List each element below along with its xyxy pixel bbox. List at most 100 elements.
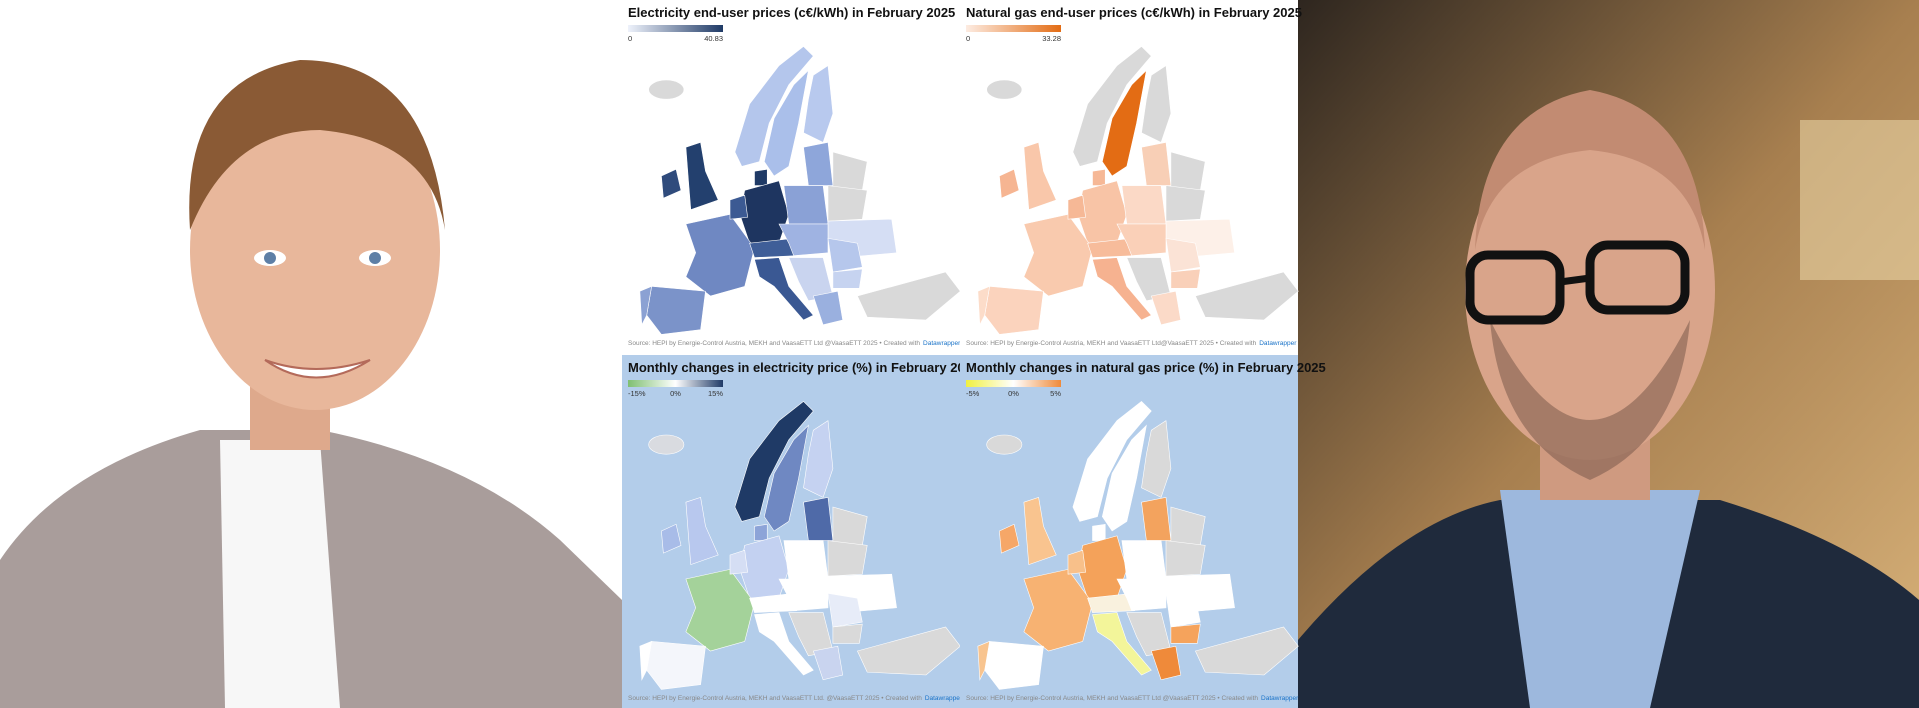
country xyxy=(1116,578,1167,611)
legend-bar xyxy=(628,380,723,387)
europe-map xyxy=(977,46,1299,335)
country xyxy=(639,640,652,681)
country xyxy=(803,420,834,498)
country xyxy=(1150,290,1182,326)
country xyxy=(729,194,748,220)
legend-bar xyxy=(628,25,723,32)
country xyxy=(1101,424,1147,532)
country xyxy=(685,569,755,652)
country xyxy=(1121,185,1167,225)
source-text: Source: HEPI by Energie-Control Austria,… xyxy=(966,340,1257,347)
country xyxy=(1121,540,1167,580)
photo-right xyxy=(1298,0,1919,708)
country xyxy=(827,540,868,577)
country xyxy=(1194,271,1299,321)
panel-title: Natural gas end-user prices (c€/kWh) in … xyxy=(966,5,1302,20)
country xyxy=(1165,593,1201,628)
country xyxy=(1165,238,1201,273)
country xyxy=(685,214,755,297)
legend-bar xyxy=(966,380,1061,387)
legend-label: 5% xyxy=(1050,389,1061,398)
country xyxy=(646,641,706,690)
country xyxy=(754,612,814,676)
country xyxy=(661,523,682,554)
map-panel: Electricity end-user prices (c€/kWh) in … xyxy=(622,0,961,353)
panel-title: Monthly changes in natural gas price (%)… xyxy=(966,360,1326,375)
country xyxy=(999,523,1020,554)
map-grid: Electricity end-user prices (c€/kWh) in … xyxy=(622,0,1326,708)
panel-title: Monthly changes in electricity price (%)… xyxy=(628,360,979,375)
photo-left xyxy=(0,0,622,708)
country xyxy=(734,401,814,522)
country xyxy=(754,257,814,321)
europe-map xyxy=(977,401,1299,690)
country xyxy=(984,286,1044,335)
map-panel: Natural gas end-user prices (c€/kWh) in … xyxy=(960,0,1302,353)
country xyxy=(1116,223,1167,256)
legend-label: 40.83 xyxy=(704,34,723,43)
country xyxy=(832,268,863,289)
country xyxy=(999,168,1020,199)
country xyxy=(778,223,829,256)
map-panel: Monthly changes in natural gas price (%)… xyxy=(960,355,1326,708)
country xyxy=(1092,257,1152,321)
country xyxy=(685,142,719,210)
source-note: Source: HEPI by Energie-Control Austria,… xyxy=(966,695,1299,702)
source-note: Source: HEPI by Energie-Control Austria,… xyxy=(628,695,963,702)
country xyxy=(1165,185,1206,222)
country xyxy=(1150,645,1182,681)
source-text: Source: HEPI by Energie-Control Austria,… xyxy=(966,695,1258,702)
country xyxy=(1023,214,1093,297)
legend-bar xyxy=(966,25,1061,32)
source-note: Source: HEPI by Energie-Control Austria,… xyxy=(966,340,1297,347)
country xyxy=(984,641,1044,690)
country xyxy=(661,168,682,199)
country xyxy=(734,46,814,167)
country xyxy=(729,549,748,575)
map-panel: Monthly changes in electricity price (%)… xyxy=(622,355,979,708)
country xyxy=(803,497,834,541)
country xyxy=(648,434,685,455)
country xyxy=(986,434,1023,455)
country xyxy=(1165,540,1206,577)
source-text: Source: HEPI by Energie-Control Austria,… xyxy=(628,695,922,702)
country xyxy=(783,185,829,225)
country xyxy=(977,640,990,681)
legend-label: -15% xyxy=(628,389,646,398)
country xyxy=(1141,497,1172,541)
country xyxy=(1101,69,1147,177)
country xyxy=(1092,523,1106,541)
legend-label: 33.28 xyxy=(1042,34,1061,43)
legend-label: 0% xyxy=(670,389,681,398)
country xyxy=(1092,612,1152,676)
country xyxy=(977,285,990,326)
credit-link: Datawrapper xyxy=(1261,695,1299,702)
country xyxy=(1072,46,1152,167)
legend-label: 0 xyxy=(628,34,632,43)
country xyxy=(646,286,706,335)
country xyxy=(1141,142,1172,186)
country xyxy=(1023,497,1057,565)
country xyxy=(1023,142,1057,210)
country xyxy=(1067,549,1086,575)
country xyxy=(778,578,829,611)
country xyxy=(812,645,844,681)
country xyxy=(754,523,768,541)
europe-map xyxy=(639,401,961,690)
legend-label: -5% xyxy=(966,389,980,398)
country xyxy=(856,271,961,321)
country xyxy=(639,285,652,326)
credit-link: Datawrapper xyxy=(925,695,963,702)
credit-link: Datawrapper xyxy=(923,340,961,347)
country xyxy=(754,168,768,186)
country xyxy=(1170,623,1201,644)
country xyxy=(648,79,685,100)
country xyxy=(803,142,834,186)
europe-map xyxy=(639,46,961,335)
country xyxy=(685,497,719,565)
source-note: Source: HEPI by Energie-Control Austria,… xyxy=(628,340,961,347)
country xyxy=(832,623,863,644)
country xyxy=(827,238,863,273)
country xyxy=(1141,420,1172,498)
